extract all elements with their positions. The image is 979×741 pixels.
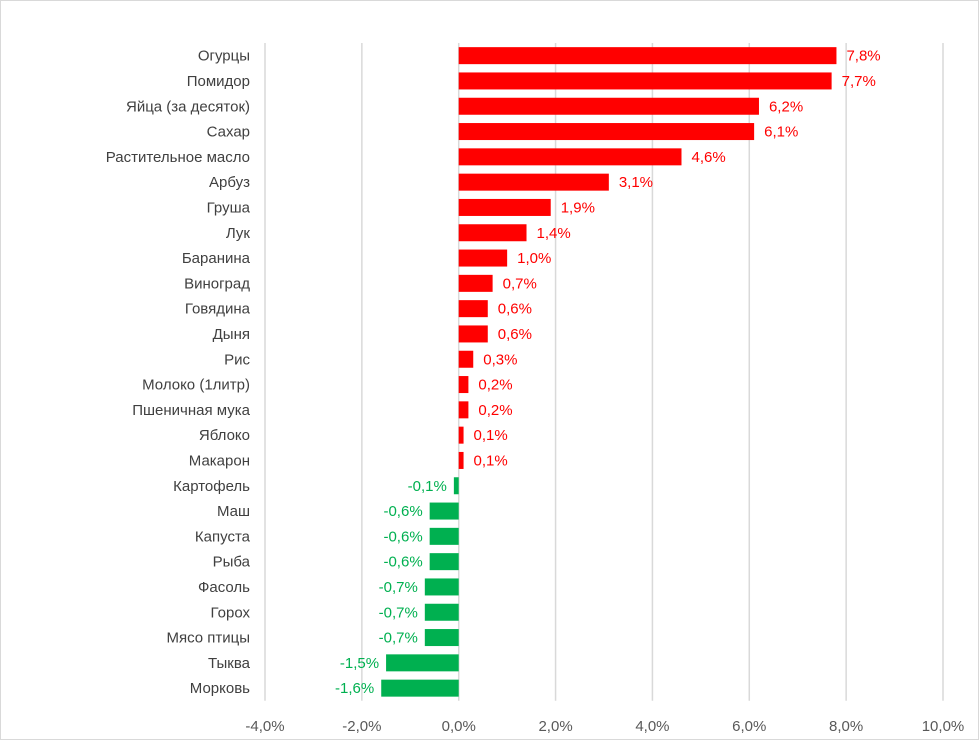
category-label: Макарон (189, 452, 250, 469)
data-label: 0,7% (503, 275, 537, 292)
bar (458, 350, 474, 368)
category-label: Растительное масло (106, 149, 250, 166)
data-label: 7,7% (842, 73, 876, 90)
x-tick-label: 2,0% (538, 718, 572, 735)
category-label: Рыба (213, 554, 251, 571)
bar (458, 300, 488, 318)
bar (429, 527, 459, 545)
x-tick-label: 4,0% (635, 718, 669, 735)
data-label: 6,2% (769, 98, 803, 115)
x-tick-label: 10,0% (922, 718, 965, 735)
category-label: Фасоль (198, 579, 250, 596)
category-label: Картофель (173, 478, 250, 495)
data-label: -0,7% (379, 630, 418, 647)
category-label: Лук (226, 225, 251, 242)
gridlines (264, 43, 944, 701)
bar (458, 325, 488, 343)
data-label: 3,1% (619, 174, 653, 191)
bar (424, 629, 459, 647)
category-label: Огурцы (198, 48, 250, 65)
category-label: Морковь (190, 680, 250, 697)
category-label: Дыня (213, 326, 250, 343)
data-label: -0,1% (408, 478, 447, 495)
category-label: Говядина (185, 301, 251, 318)
bar (386, 654, 459, 672)
x-tick-label: 6,0% (732, 718, 766, 735)
data-label: 7,8% (846, 48, 880, 65)
bar (458, 97, 759, 115)
data-label: 0,2% (478, 402, 512, 419)
x-tick-label: 0,0% (442, 718, 476, 735)
bar (453, 477, 459, 495)
data-label: 6,1% (764, 124, 798, 141)
bar (458, 47, 837, 65)
data-label: -0,6% (383, 554, 422, 571)
x-tick-label: -2,0% (342, 718, 381, 735)
x-tick-label: 8,0% (829, 718, 863, 735)
data-label: 0,2% (478, 377, 512, 394)
data-label: 1,0% (517, 250, 551, 267)
bar (429, 553, 459, 571)
data-label: 0,1% (474, 452, 508, 469)
bar (458, 249, 508, 267)
data-label: 0,3% (483, 351, 517, 368)
bar (458, 401, 469, 419)
bar (458, 224, 527, 242)
bar (424, 603, 459, 621)
data-label: -1,5% (340, 655, 379, 672)
data-label: -1,6% (335, 680, 374, 697)
category-label: Горох (211, 604, 251, 621)
bar (458, 72, 832, 90)
bar (381, 679, 459, 697)
bar (424, 578, 459, 596)
category-label: Маш (217, 503, 250, 520)
data-labels: 7,8% 7,7% 6,2% 6,1% 4,6% 3,1% 1,9% 1,4% 1,0% 0,7%… (335, 48, 881, 698)
category-label: Капуста (195, 528, 251, 545)
x-tick-label: -4,0% (245, 718, 284, 735)
bar (458, 148, 682, 166)
data-label: 0,6% (498, 326, 532, 343)
data-label: -0,7% (379, 579, 418, 596)
data-label: 4,6% (691, 149, 725, 166)
bar (458, 451, 464, 469)
data-label: -0,6% (383, 528, 422, 545)
bar (458, 123, 755, 141)
bar (458, 198, 551, 216)
bars (381, 47, 837, 697)
category-label: Помидор (187, 73, 250, 90)
category-label: Яблоко (199, 427, 250, 444)
category-label: Пшеничная мука (132, 402, 250, 419)
category-label: Арбуз (209, 174, 250, 191)
category-label: Баранина (182, 250, 251, 267)
data-label: 0,1% (474, 427, 508, 444)
category-labels: Огурцы Помидор Яйца (за десяток) Сахар Расти… (106, 48, 251, 698)
category-label: Яйца (за десяток) (126, 98, 250, 115)
category-label: Молоко (1литр) (142, 377, 250, 394)
bar (458, 376, 469, 394)
data-label: 0,6% (498, 301, 532, 318)
category-label: Виноград (184, 275, 250, 292)
category-label: Рис (224, 351, 250, 368)
category-label: Мясо птицы (166, 630, 250, 647)
category-label: Сахар (207, 124, 250, 141)
category-label: Тыква (208, 655, 251, 672)
bar (458, 426, 464, 444)
x-axis-tick-labels: -4,0% -2,0% 0,0% 2,0% 4,0% 6,0% 8,0% 10,0% (245, 718, 964, 735)
category-label: Груша (207, 199, 251, 216)
bar (458, 173, 609, 191)
bar (458, 274, 493, 292)
data-label: -0,7% (379, 604, 418, 621)
data-label: -0,6% (383, 503, 422, 520)
bar (429, 502, 459, 520)
data-label: 1,9% (561, 199, 595, 216)
data-label: 1,4% (537, 225, 571, 242)
